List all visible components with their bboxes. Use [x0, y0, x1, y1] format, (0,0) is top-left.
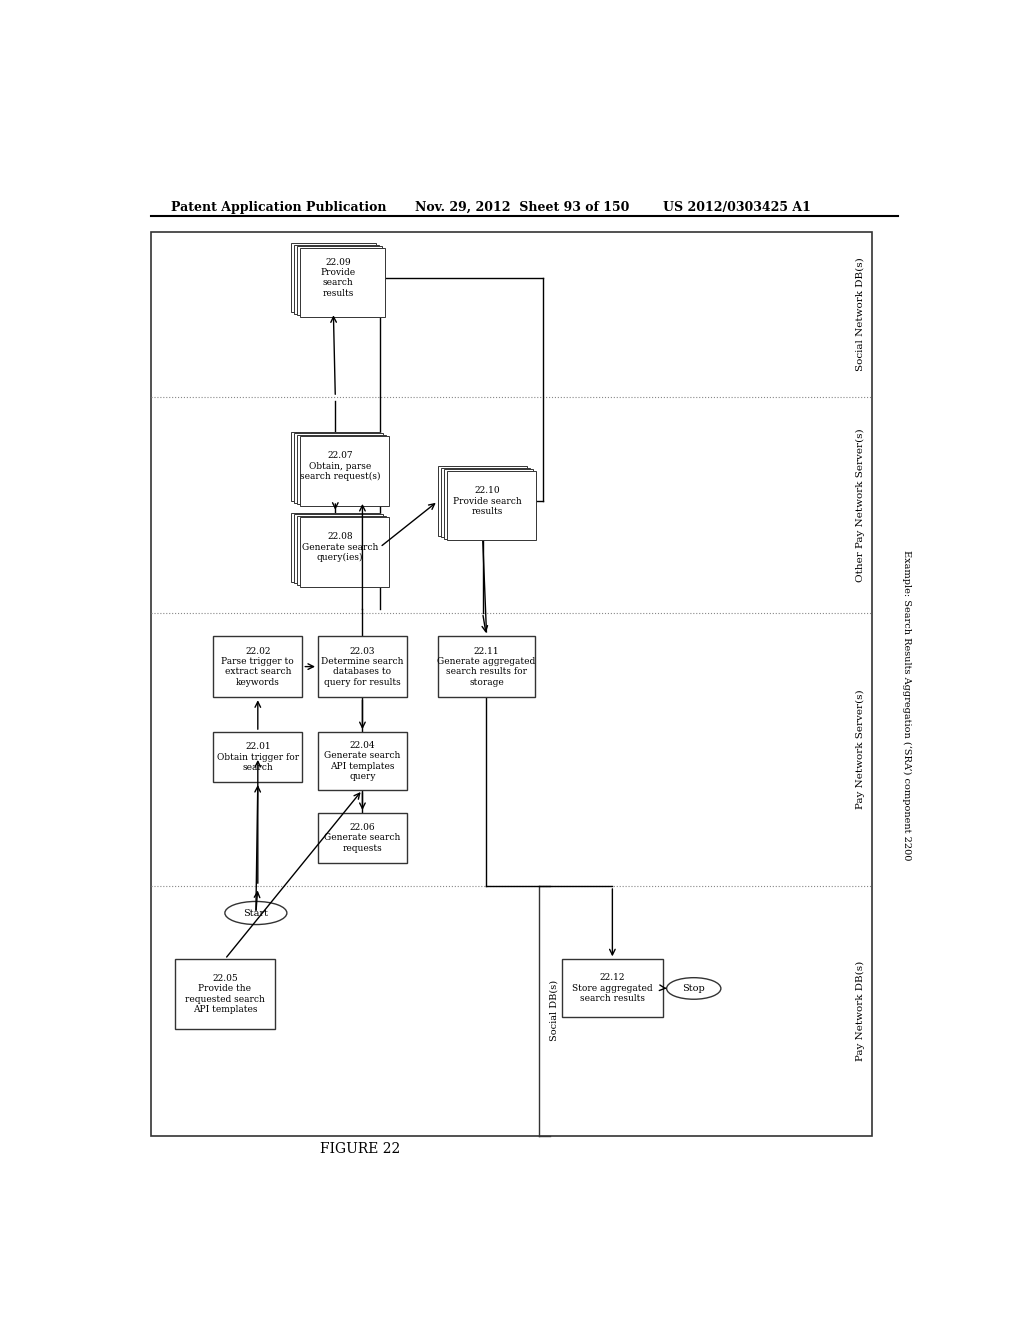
FancyBboxPatch shape	[291, 512, 380, 582]
Text: 22.01
Obtain trigger for
search: 22.01 Obtain trigger for search	[217, 742, 299, 772]
Text: 22.05
Provide the
requested search
API templates: 22.05 Provide the requested search API t…	[185, 974, 265, 1014]
FancyBboxPatch shape	[441, 469, 530, 537]
Text: Patent Application Publication: Patent Application Publication	[171, 201, 386, 214]
Text: Stop: Stop	[682, 983, 706, 993]
Text: Pay Network Server(s): Pay Network Server(s)	[856, 689, 865, 809]
FancyBboxPatch shape	[294, 515, 383, 583]
FancyBboxPatch shape	[213, 733, 302, 781]
FancyBboxPatch shape	[297, 516, 386, 585]
Text: FIGURE 22: FIGURE 22	[321, 1142, 400, 1155]
Bar	[152, 231, 872, 1137]
FancyBboxPatch shape	[444, 470, 534, 539]
Text: Nov. 29, 2012  Sheet 93 of 150: Nov. 29, 2012 Sheet 93 of 150	[415, 201, 629, 214]
FancyBboxPatch shape	[174, 960, 275, 1028]
Text: Pay Network DB(s): Pay Network DB(s)	[856, 961, 865, 1061]
Text: 22.06
Generate search
requests: 22.06 Generate search requests	[325, 824, 400, 853]
FancyBboxPatch shape	[447, 471, 537, 540]
FancyBboxPatch shape	[297, 246, 382, 315]
Text: Social Network DB(s): Social Network DB(s)	[856, 257, 865, 371]
Text: 22.04
Generate search
API templates
query: 22.04 Generate search API templates quer…	[325, 741, 400, 781]
Text: Social DB(s): Social DB(s)	[550, 981, 559, 1041]
FancyBboxPatch shape	[438, 466, 527, 536]
FancyBboxPatch shape	[300, 248, 385, 317]
FancyBboxPatch shape	[294, 433, 383, 503]
Text: US 2012/0303425 A1: US 2012/0303425 A1	[663, 201, 811, 214]
Text: 22.12
Store aggregated
search results: 22.12 Store aggregated search results	[572, 973, 652, 1003]
Text: 22.07
Obtain, parse
search request(s): 22.07 Obtain, parse search request(s)	[300, 451, 380, 482]
FancyBboxPatch shape	[294, 244, 379, 314]
Ellipse shape	[225, 902, 287, 924]
Text: Example: Search Results Aggregation (‘SRA’) component 2200: Example: Search Results Aggregation (‘SR…	[902, 550, 911, 861]
FancyBboxPatch shape	[291, 243, 376, 313]
FancyBboxPatch shape	[317, 813, 407, 863]
FancyBboxPatch shape	[317, 636, 407, 697]
Text: 22.10
Provide search
results: 22.10 Provide search results	[453, 486, 521, 516]
FancyBboxPatch shape	[317, 733, 407, 789]
FancyBboxPatch shape	[562, 960, 663, 1016]
FancyBboxPatch shape	[300, 437, 389, 506]
FancyBboxPatch shape	[291, 432, 380, 502]
Text: Start: Start	[244, 908, 268, 917]
Text: 22.02
Parse trigger to
extract search
keywords: 22.02 Parse trigger to extract search ke…	[221, 647, 294, 686]
FancyBboxPatch shape	[213, 636, 302, 697]
Text: 22.03
Determine search
databases to
query for results: 22.03 Determine search databases to quer…	[322, 647, 403, 686]
FancyBboxPatch shape	[297, 434, 386, 504]
Text: 22.09
Provide
search
results: 22.09 Provide search results	[321, 257, 355, 298]
Ellipse shape	[667, 978, 721, 999]
FancyBboxPatch shape	[300, 517, 389, 586]
FancyBboxPatch shape	[438, 636, 535, 697]
Text: Other Pay Network Server(s): Other Pay Network Server(s)	[856, 428, 865, 582]
Text: 22.08
Generate search
query(ies): 22.08 Generate search query(ies)	[302, 532, 378, 562]
Text: 22.11
Generate aggregated
search results for
storage: 22.11 Generate aggregated search results…	[437, 647, 536, 686]
